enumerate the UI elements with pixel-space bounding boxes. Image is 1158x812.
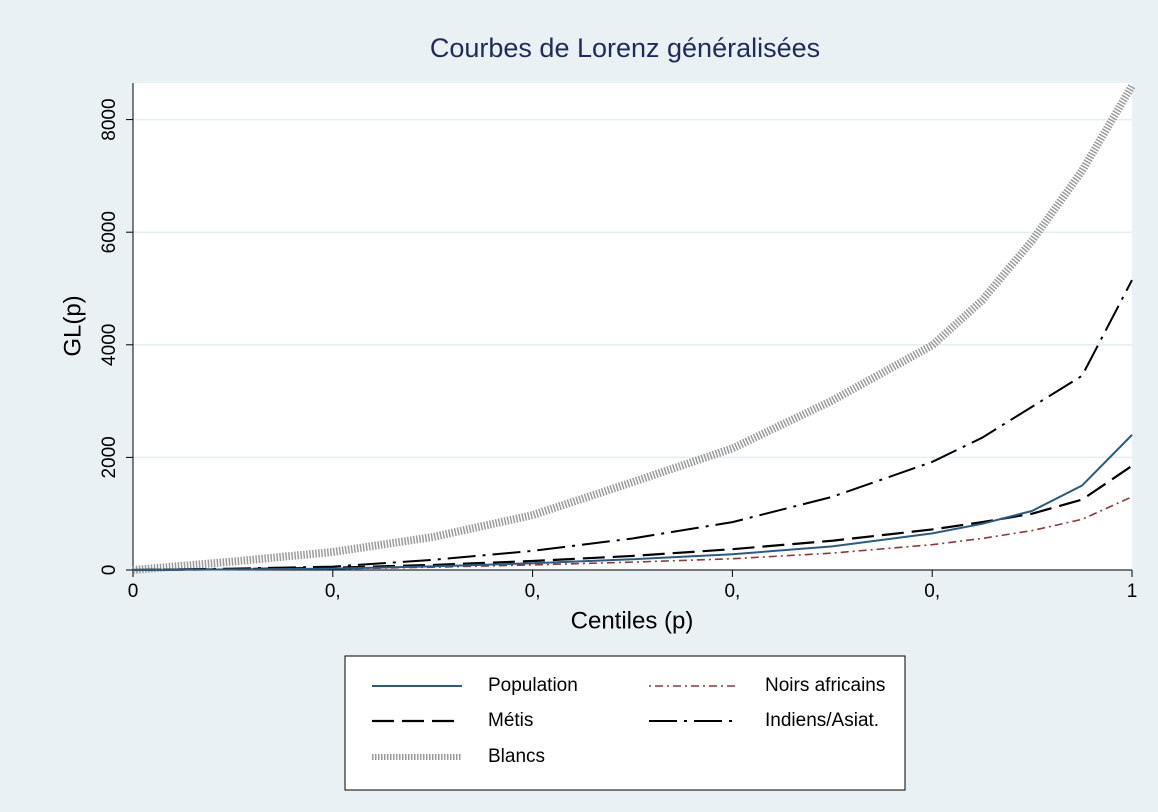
chart-title: Courbes de Lorenz généralisées [430, 33, 820, 63]
series-line [132, 279, 1133, 571]
plot-area [133, 83, 1132, 570]
legend-label: Population [488, 675, 578, 696]
x-tick-label: 0, [525, 581, 541, 602]
legend-label: Noirs africains [765, 675, 885, 696]
y-tick-label: 2000 [99, 436, 120, 478]
y-axis-label: GL(p) [59, 295, 86, 356]
y-tick-label: 6000 [99, 211, 120, 253]
x-tick-label: 0, [325, 581, 341, 602]
legend-box [344, 655, 906, 791]
x-tick-label: 0 [128, 581, 139, 602]
y-tick-label: 4000 [99, 324, 120, 366]
series-line [132, 83, 1136, 574]
series-line [132, 434, 1133, 571]
y-tick-label: 8000 [99, 98, 120, 140]
x-tick-label: 1 [1127, 581, 1138, 602]
legend-label: Blancs [488, 746, 545, 767]
x-tick-label: 0, [724, 581, 740, 602]
x-axis-label: Centiles (p) [571, 607, 694, 634]
x-tick-label: 0, [924, 581, 940, 602]
legend-label: Indiens/Asiat. [765, 710, 879, 731]
y-tick-label: 0 [99, 565, 120, 576]
legend-label: Métis [488, 710, 533, 731]
